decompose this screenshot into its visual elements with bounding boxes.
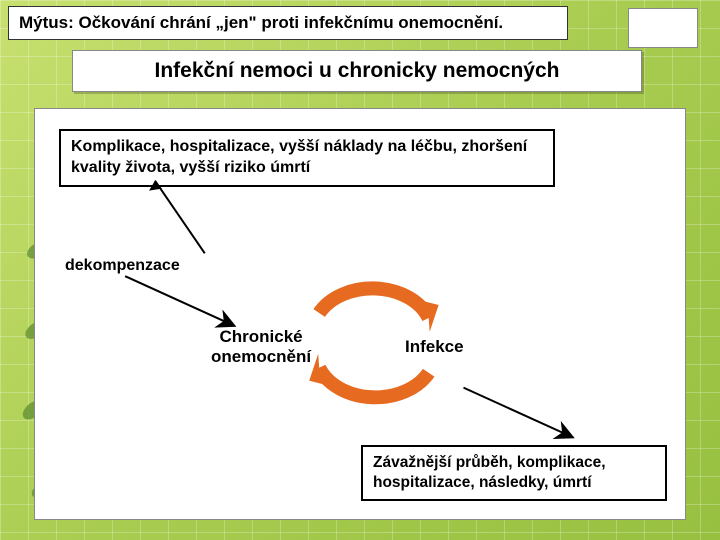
arrows-layer xyxy=(35,109,685,519)
main-panel: Komplikace, hospitalizace, vyšší náklady… xyxy=(34,108,686,520)
subtitle-box: Infekční nemoci u chronicky nemocných xyxy=(72,50,642,92)
title-box: Mýtus: Očkování chrání „jen" proti infek… xyxy=(8,6,568,40)
corner-box xyxy=(628,8,698,48)
